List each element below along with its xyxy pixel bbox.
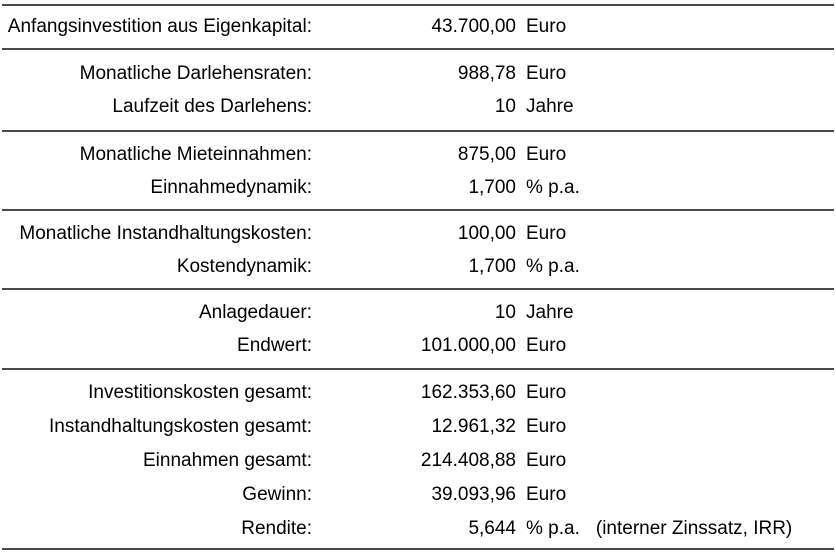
row-value: 5,644	[468, 518, 516, 539]
row-value: 100,00	[457, 222, 516, 244]
table-row: Laufzeit des Darlehens: 10 Jahre	[0, 90, 836, 123]
table-row: Anlagedauer: 10 Jahre	[0, 296, 836, 329]
row-value: 101.000,00	[420, 334, 516, 356]
table-row: Anfangsinvestition aus Eigenkapital: 43.…	[0, 10, 836, 43]
table-row: Gewinn: 39.093,96 Euro	[0, 478, 836, 512]
row-value: 10	[494, 301, 516, 323]
table-row: Investitionskosten gesamt: 162.353,60 Eu…	[0, 376, 836, 410]
row-unit: % p.a.	[526, 255, 580, 277]
divider	[2, 130, 834, 132]
table-row: Monatliche Darlehensraten: 988,78 Euro	[0, 57, 836, 90]
row-label: Kostendynamik:	[176, 255, 312, 277]
section-initial-investment: Anfangsinvestition aus Eigenkapital: 43.…	[0, 6, 836, 48]
row-unit: % p.a.	[526, 518, 580, 539]
row-unit: Jahre	[526, 301, 574, 323]
row-label: Anfangsinvestition aus Eigenkapital:	[7, 15, 312, 37]
row-value: 10	[494, 95, 516, 117]
divider	[2, 209, 834, 211]
row-unit: Euro	[526, 484, 567, 505]
row-label: Monatliche Mieteinnahmen:	[79, 143, 312, 165]
table-row: Rendite: 5,644 % p.a. (interner Zinssatz…	[0, 512, 836, 546]
row-label: Einnahmen gesamt:	[143, 450, 312, 471]
divider	[2, 548, 834, 550]
table-row: Endwert: 101.000,00 Euro	[0, 329, 836, 362]
row-unit: Euro	[526, 15, 567, 37]
section-loan: Monatliche Darlehensraten: 988,78 Euro L…	[0, 50, 836, 130]
row-unit: Euro	[526, 450, 567, 471]
row-unit: Euro	[526, 416, 567, 437]
row-label: Laufzeit des Darlehens:	[112, 95, 312, 117]
row-unit: Euro	[526, 143, 567, 165]
table-row: Kostendynamik: 1,700 % p.a.	[0, 250, 836, 283]
row-value: 875,00	[457, 143, 516, 165]
row-value: 1,700	[468, 176, 516, 198]
divider	[2, 368, 834, 370]
row-label: Anlagedauer:	[198, 301, 312, 323]
row-value: 988,78	[457, 62, 516, 84]
row-label: Rendite:	[241, 518, 312, 539]
row-unit: Euro	[526, 334, 567, 356]
row-value: 43.700,00	[431, 15, 516, 37]
row-label: Einnahmedynamik:	[150, 176, 312, 198]
row-label: Monatliche Instandhaltungskosten:	[19, 222, 312, 244]
table-row: Einnahmen gesamt: 214.408,88 Euro	[0, 444, 836, 478]
row-label: Gewinn:	[242, 484, 312, 505]
row-value: 162.353,60	[420, 382, 516, 403]
row-value: 12.961,32	[431, 416, 516, 437]
table-row: Monatliche Mieteinnahmen: 875,00 Euro	[0, 138, 836, 171]
row-label: Monatliche Darlehensraten:	[79, 62, 312, 84]
section-rental-income: Monatliche Mieteinnahmen: 875,00 Euro Ei…	[0, 132, 836, 209]
section-maintenance: Monatliche Instandhaltungskosten: 100,00…	[0, 211, 836, 288]
row-unit: % p.a.	[526, 176, 580, 198]
divider	[2, 288, 834, 290]
row-note: (interner Zinssatz, IRR)	[595, 518, 793, 539]
row-unit: Jahre	[526, 95, 574, 117]
row-unit: Euro	[526, 222, 567, 244]
row-label: Investitionskosten gesamt:	[88, 382, 312, 403]
row-unit: Euro	[526, 62, 567, 84]
section-totals: Investitionskosten gesamt: 162.353,60 Eu…	[0, 370, 836, 548]
table-row: Einnahmedynamik: 1,700 % p.a.	[0, 171, 836, 204]
section-holding-period: Anlagedauer: 10 Jahre Endwert: 101.000,0…	[0, 290, 836, 368]
row-value: 214.408,88	[420, 450, 516, 471]
divider	[2, 48, 834, 50]
row-label: Instandhaltungskosten gesamt:	[48, 416, 312, 437]
divider	[2, 4, 834, 6]
row-value: 39.093,96	[431, 484, 516, 505]
row-label: Endwert:	[237, 334, 312, 356]
table-row: Instandhaltungskosten gesamt: 12.961,32 …	[0, 410, 836, 444]
row-value: 1,700	[468, 255, 516, 277]
row-unit: Euro	[526, 382, 567, 403]
table-row: Monatliche Instandhaltungskosten: 100,00…	[0, 217, 836, 250]
